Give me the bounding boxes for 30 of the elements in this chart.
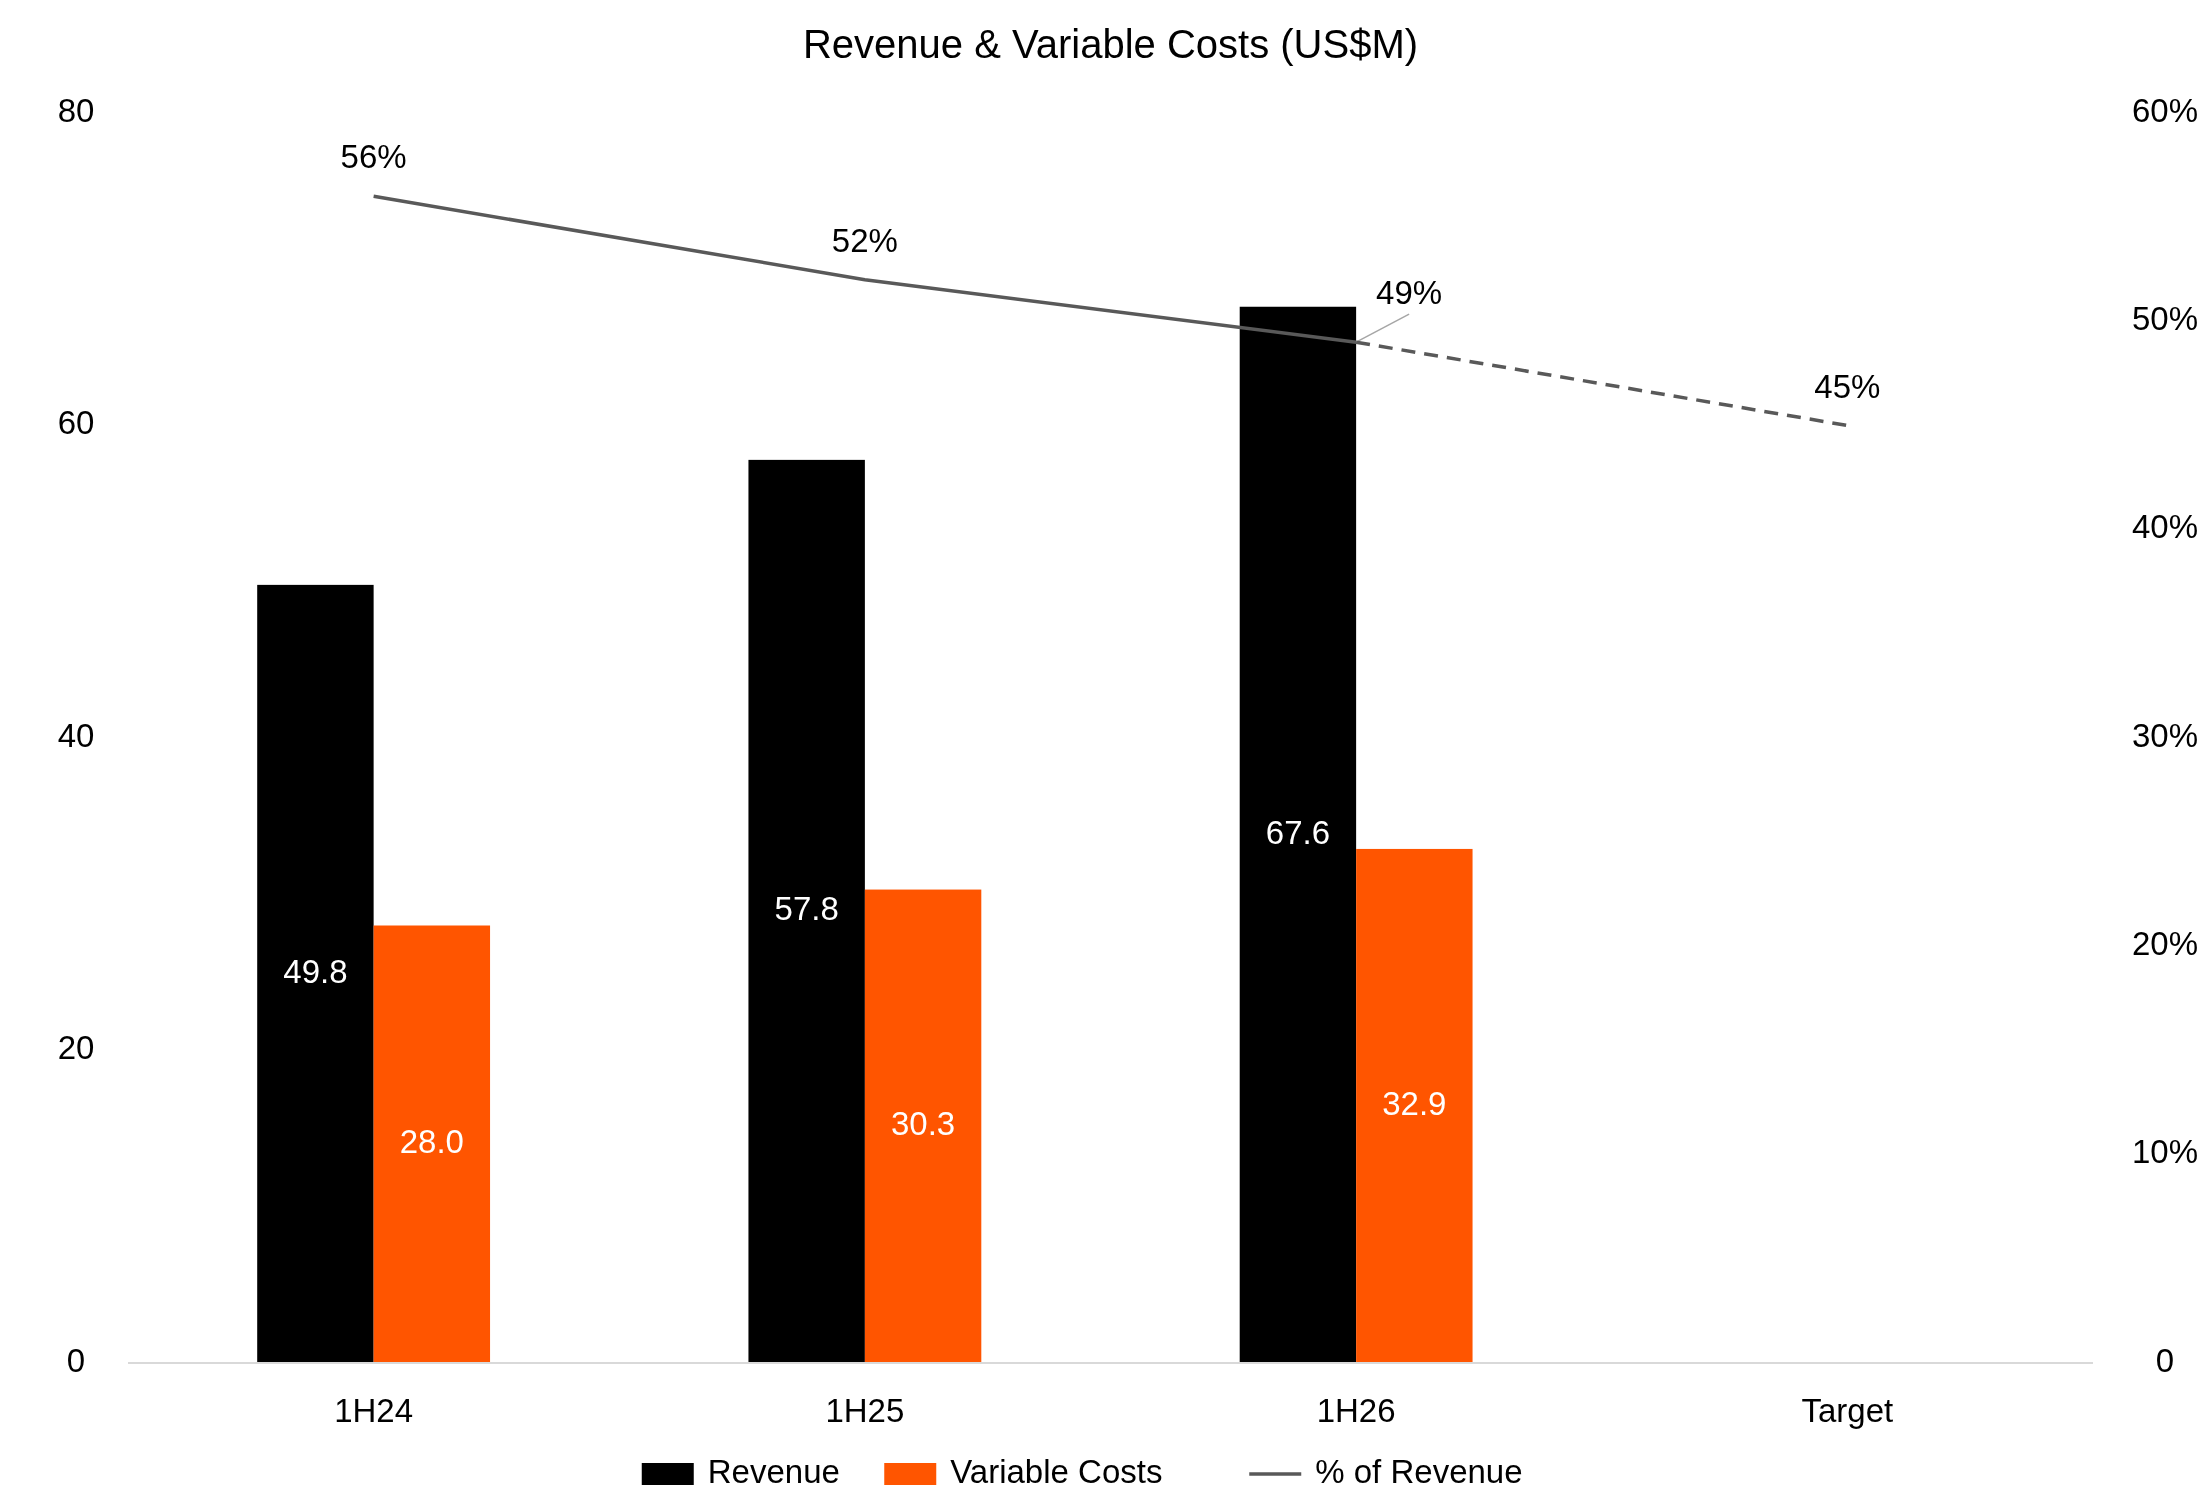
y2-tick-label: 10% <box>2131 1133 2199 1171</box>
data-label: 32.9 <box>1382 1084 1447 1122</box>
y2-tick-label: 0 <box>2155 1341 2175 1379</box>
y2-tick-label: 50% <box>2131 300 2199 338</box>
x-tick-label: 1H24 <box>334 1391 414 1429</box>
legend-label: % of Revenue <box>1315 1452 1523 1490</box>
data-label: 49% <box>1376 274 1443 312</box>
data-label: 67.6 <box>1265 813 1331 851</box>
y-tick-label: 0 <box>66 1341 86 1379</box>
data-label: 28.0 <box>399 1122 464 1160</box>
data-label: 56% <box>340 138 407 176</box>
data-label: 49.8 <box>283 952 348 990</box>
data-label: 30.3 <box>890 1105 956 1142</box>
y2-tick-label: 30% <box>2131 716 2199 754</box>
x-tick-label: 1H26 <box>1316 1391 1396 1429</box>
y-tick-label: 80 <box>57 91 95 129</box>
y-tick-label: 20 <box>57 1029 95 1067</box>
y-tick-label: 40 <box>57 716 95 754</box>
y2-tick-label: 20% <box>2131 925 2199 963</box>
y2-tick-label: 60% <box>2131 91 2199 129</box>
y2-tick-label: 40% <box>2131 508 2199 546</box>
legend-label: Variable Costs <box>950 1452 1163 1490</box>
y-tick-label: 60 <box>57 404 95 442</box>
x-tick-label: Target <box>1801 1391 1894 1429</box>
data-label: 52% <box>831 221 898 259</box>
data-label: 45% <box>1814 367 1881 405</box>
chart-title: Revenue & Variable Costs (US$M) <box>802 22 1419 66</box>
data-label: 57.8 <box>774 890 839 928</box>
legend-label: Revenue <box>707 1452 840 1490</box>
x-tick-label: 1H25 <box>825 1391 905 1429</box>
